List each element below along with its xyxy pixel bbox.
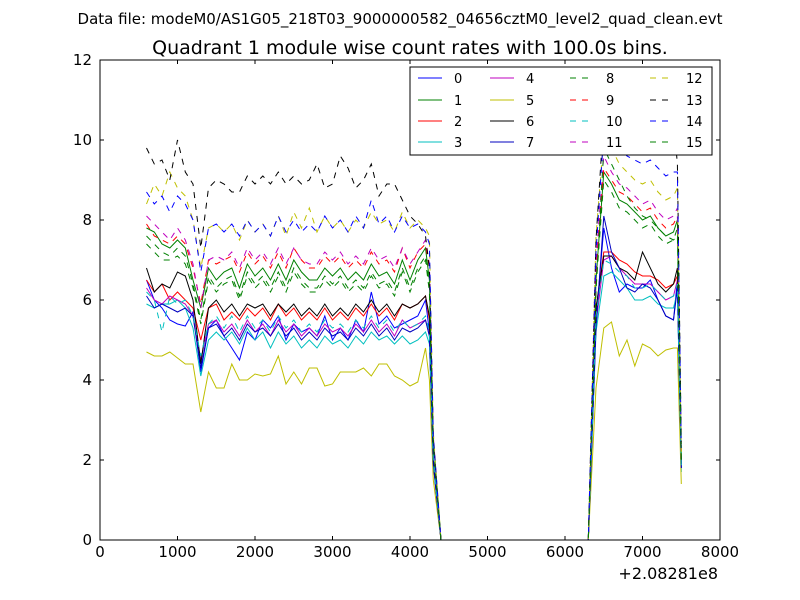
series-line-15	[146, 147, 682, 541]
series-line-12	[146, 134, 682, 541]
x-offset-label: +2.08281e8	[618, 564, 718, 583]
series-line-5	[146, 321, 682, 541]
series-line-13	[146, 107, 682, 541]
series-layer	[146, 107, 682, 541]
y-tick-label: 4	[82, 371, 92, 389]
legend-label-14: 14	[686, 115, 703, 130]
legend-label-7: 7	[526, 136, 534, 151]
legend-box	[409, 66, 713, 156]
x-tick-label: 0	[95, 543, 105, 561]
series-line-1	[146, 170, 682, 541]
x-tick-label: 3000	[313, 543, 351, 561]
x-tick-label: 6000	[546, 543, 584, 561]
series-line-7	[146, 215, 682, 541]
ticks-layer: 0 1000 2000 3000 4000 5000 6000 7000 80000246810…	[73, 51, 739, 561]
legend-label-0: 0	[454, 72, 462, 87]
legend-label-4: 4	[526, 72, 534, 87]
y-tick-label: 8	[82, 211, 92, 229]
y-tick-label: 10	[73, 131, 92, 149]
y-tick-label: 2	[82, 451, 92, 469]
series-line-6	[146, 250, 682, 541]
x-tick-label: 8000	[701, 543, 739, 561]
y-tick-label: 0	[82, 531, 92, 549]
legend-label-11: 11	[606, 136, 623, 151]
x-tick-label: 7000	[623, 543, 661, 561]
series-line-3	[146, 271, 682, 541]
legend-label-12: 12	[686, 72, 703, 87]
series-line-11	[146, 154, 682, 541]
legend-label-2: 2	[454, 115, 462, 130]
data-file-label: Data file: modeM0/AS1G05_218T03_90000005…	[78, 10, 723, 29]
legend-label-10: 10	[606, 115, 623, 130]
x-tick-label: 1000	[158, 543, 196, 561]
series-line-8	[146, 178, 682, 541]
x-tick-label: 4000	[391, 543, 429, 561]
legend-label-13: 13	[686, 94, 703, 109]
series-line-14	[146, 130, 682, 541]
series-line-10	[146, 259, 682, 541]
legend-label-3: 3	[454, 136, 462, 151]
legend-label-8: 8	[606, 72, 614, 87]
series-line-9	[146, 166, 682, 541]
legend-label-15: 15	[686, 136, 703, 151]
chart-title: Quadrant 1 module wise count rates with …	[152, 37, 668, 59]
legend-label-5: 5	[526, 94, 534, 109]
legend-label-1: 1	[454, 94, 462, 109]
y-tick-label: 6	[82, 291, 92, 309]
legend-label-6: 6	[526, 115, 534, 130]
x-tick-label: 2000	[236, 543, 274, 561]
y-tick-label: 12	[73, 51, 92, 69]
x-tick-label: 5000	[468, 543, 506, 561]
legend-label-9: 9	[606, 94, 614, 109]
